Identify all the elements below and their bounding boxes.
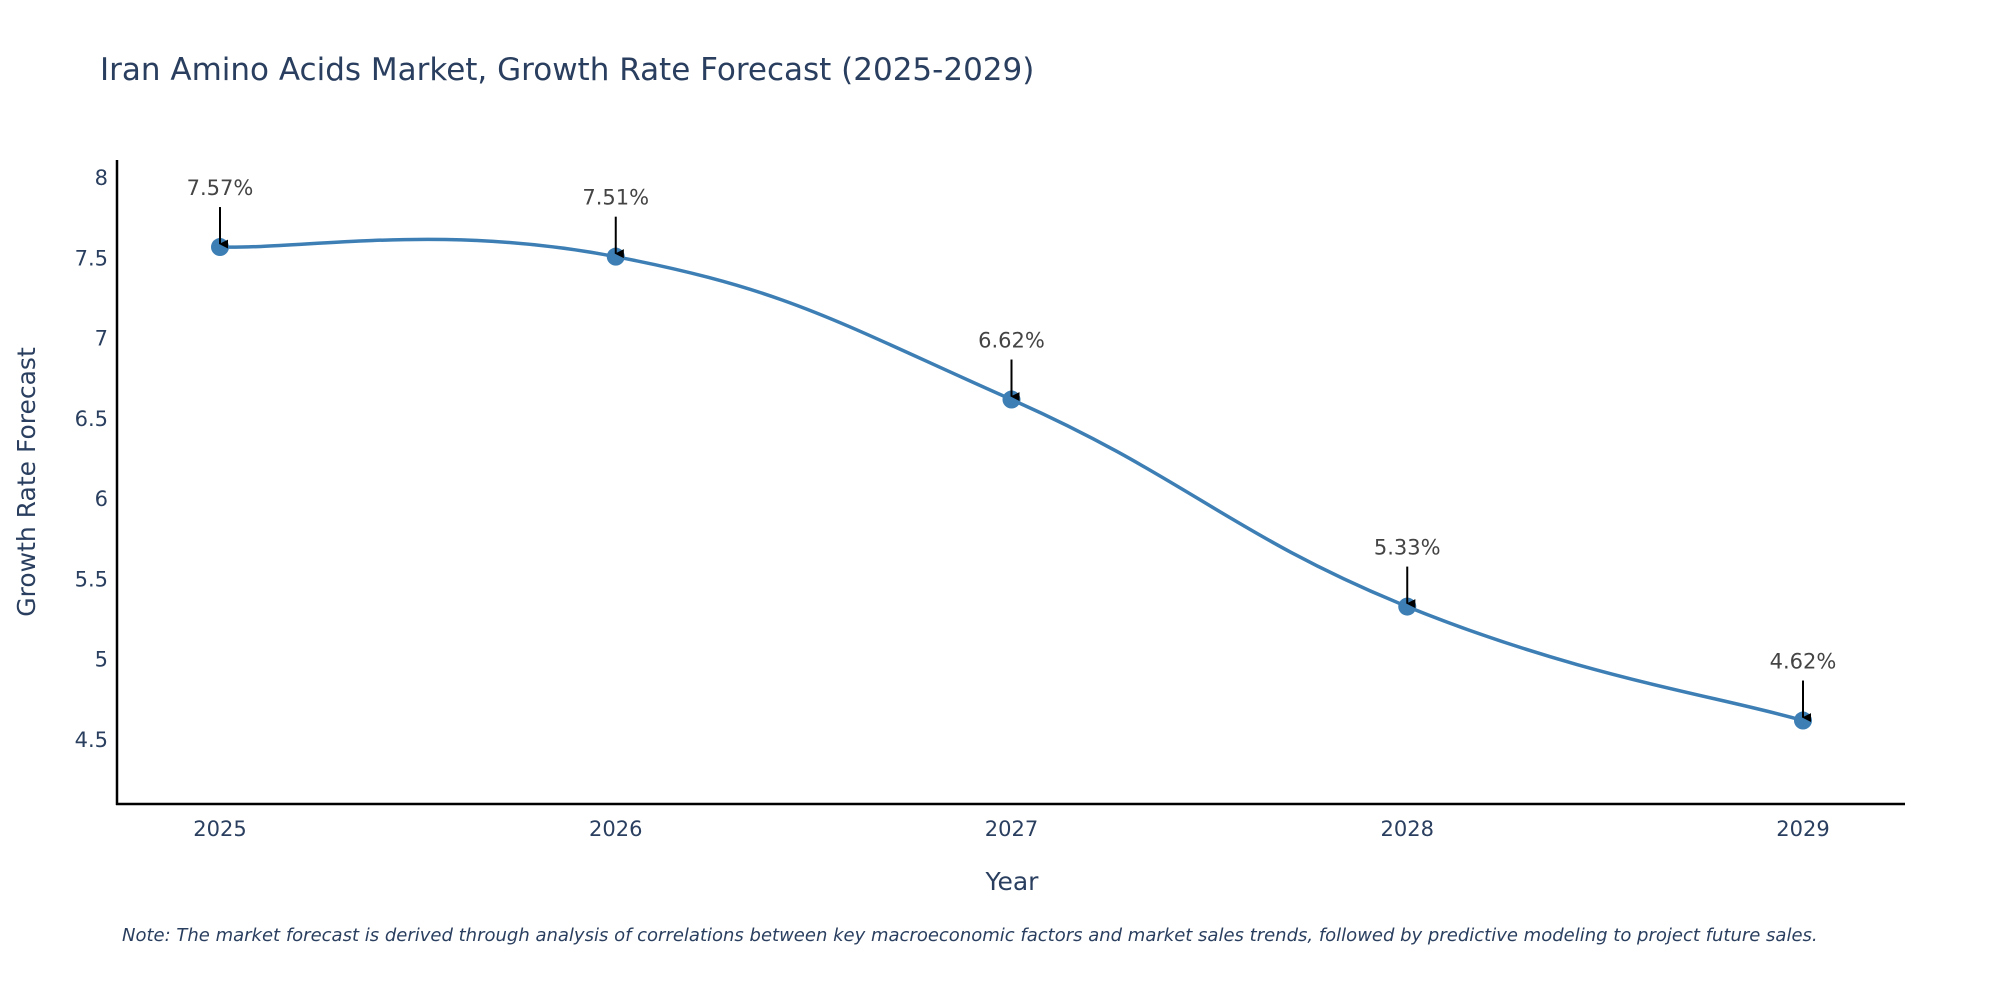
x-tick-label: 2027 [985, 817, 1038, 841]
x-tick-label: 2026 [589, 817, 642, 841]
x-tick-label: 2025 [193, 817, 246, 841]
x-tick-label: 2028 [1381, 817, 1434, 841]
data-label: 4.62% [1770, 650, 1837, 674]
data-label: 7.51% [582, 186, 649, 210]
y-tick-label: 4.5 [75, 728, 108, 752]
y-tick-label: 5.5 [75, 567, 108, 591]
series-markers [211, 238, 1812, 730]
chart-title: Iran Amino Acids Market, Growth Rate For… [100, 52, 1034, 88]
y-tick-label: 8 [95, 166, 108, 190]
y-tick-label: 6 [95, 487, 108, 511]
x-axis-ticks: 2025 2026 2027 2028 2029 [193, 817, 1829, 841]
data-label: 7.57% [187, 176, 254, 200]
y-tick-label: 7.5 [75, 246, 108, 270]
data-annotations: 7.57% 7.51% 6.62% 5.33% 4.62% [187, 176, 1837, 723]
data-label: 5.33% [1374, 536, 1441, 560]
y-axis-title: Growth Rate Forecast [12, 347, 41, 617]
data-label: 6.62% [978, 329, 1045, 353]
y-axis-ticks: 4.5 5 5.5 6 6.5 7 7.5 8 [75, 166, 108, 752]
y-tick-label: 7 [95, 327, 108, 351]
x-tick-label: 2029 [1776, 817, 1829, 841]
footnote: Note: The market forecast is derived thr… [122, 925, 1818, 946]
series-line [219, 237, 1804, 723]
y-tick-label: 6.5 [75, 407, 108, 431]
y-tick-label: 5 [95, 648, 108, 672]
x-axis-title: Year [985, 867, 1040, 896]
